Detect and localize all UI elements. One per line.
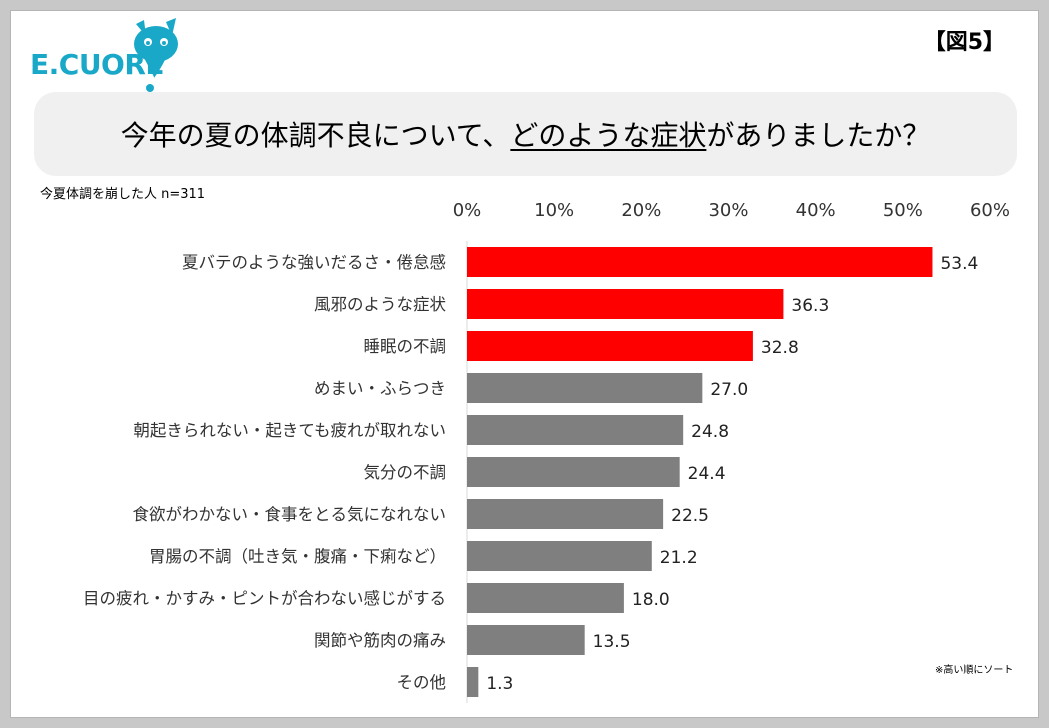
category-label: 風邪のような症状 xyxy=(314,295,447,314)
category-label: 食欲がわかない・食事をとる気になれない xyxy=(133,505,447,524)
value-label: 13.5 xyxy=(593,632,631,652)
value-label: 22.5 xyxy=(671,506,709,526)
category-label: めまい・ふらつき xyxy=(314,379,446,398)
x-tick-label: 60% xyxy=(970,200,1010,221)
x-tick-label: 30% xyxy=(708,200,748,221)
bar xyxy=(467,247,933,277)
bar xyxy=(467,457,680,487)
value-label: 1.3 xyxy=(486,674,513,694)
bar xyxy=(467,625,585,655)
category-label: その他 xyxy=(397,673,447,692)
ecuore-logo: E.CUORE xyxy=(26,18,186,94)
figure-label: 【図5】 xyxy=(923,30,1005,55)
logo-mascot-icon xyxy=(134,18,178,92)
bar xyxy=(467,667,479,697)
bar xyxy=(467,541,652,571)
category-label: 関節や筋肉の痛み xyxy=(314,631,446,650)
category-label: 気分の不調 xyxy=(364,463,447,482)
category-label: 朝起きられない・起きても疲れが取れない xyxy=(133,421,446,440)
bar xyxy=(467,373,703,403)
value-label: 53.4 xyxy=(940,254,978,274)
question-text: 今年の夏の体調不良について、 どのような症状 がありましたか？ xyxy=(34,92,1017,176)
category-label: 胃腸の不調（吐き気・腹痛・下痢など） xyxy=(149,547,446,566)
bar xyxy=(467,289,784,319)
value-label: 32.8 xyxy=(761,338,799,358)
x-tick-label: 40% xyxy=(796,200,836,221)
value-label: 18.0 xyxy=(632,590,670,610)
category-label: 睡眠の不調 xyxy=(364,337,447,356)
x-tick-label: 20% xyxy=(621,200,661,221)
sort-note: ※高い順にソート xyxy=(935,665,1014,676)
logo-wordmark: E.CUORE xyxy=(30,48,165,81)
x-tick-label: 0% xyxy=(453,200,482,221)
bar xyxy=(467,331,753,361)
value-label: 21.2 xyxy=(660,548,698,568)
sample-size-note: 今夏体調を崩した人 n=311 xyxy=(40,187,206,202)
x-tick-label: 50% xyxy=(883,200,923,221)
x-tick-label: 10% xyxy=(534,200,574,221)
value-label: 36.3 xyxy=(791,296,829,316)
value-label: 24.8 xyxy=(691,422,729,442)
value-label: 27.0 xyxy=(710,380,748,400)
question-prefix: 今年の夏の体調不良について、 xyxy=(120,119,511,152)
value-label: 24.4 xyxy=(688,464,726,484)
bar xyxy=(467,583,624,613)
bar xyxy=(467,499,664,529)
category-label: 夏バテのような強いだるさ・倦怠感 xyxy=(182,253,446,272)
question-highlight: どのような症状 xyxy=(510,119,707,152)
bar xyxy=(467,415,684,445)
category-label: 目の疲れ・かすみ・ピントが合わない感じがする xyxy=(83,589,446,608)
question-banner: 今年の夏の体調不良について、 どのような症状 がありましたか？ xyxy=(34,92,1017,176)
question-suffix: がありましたか？ xyxy=(706,119,931,152)
